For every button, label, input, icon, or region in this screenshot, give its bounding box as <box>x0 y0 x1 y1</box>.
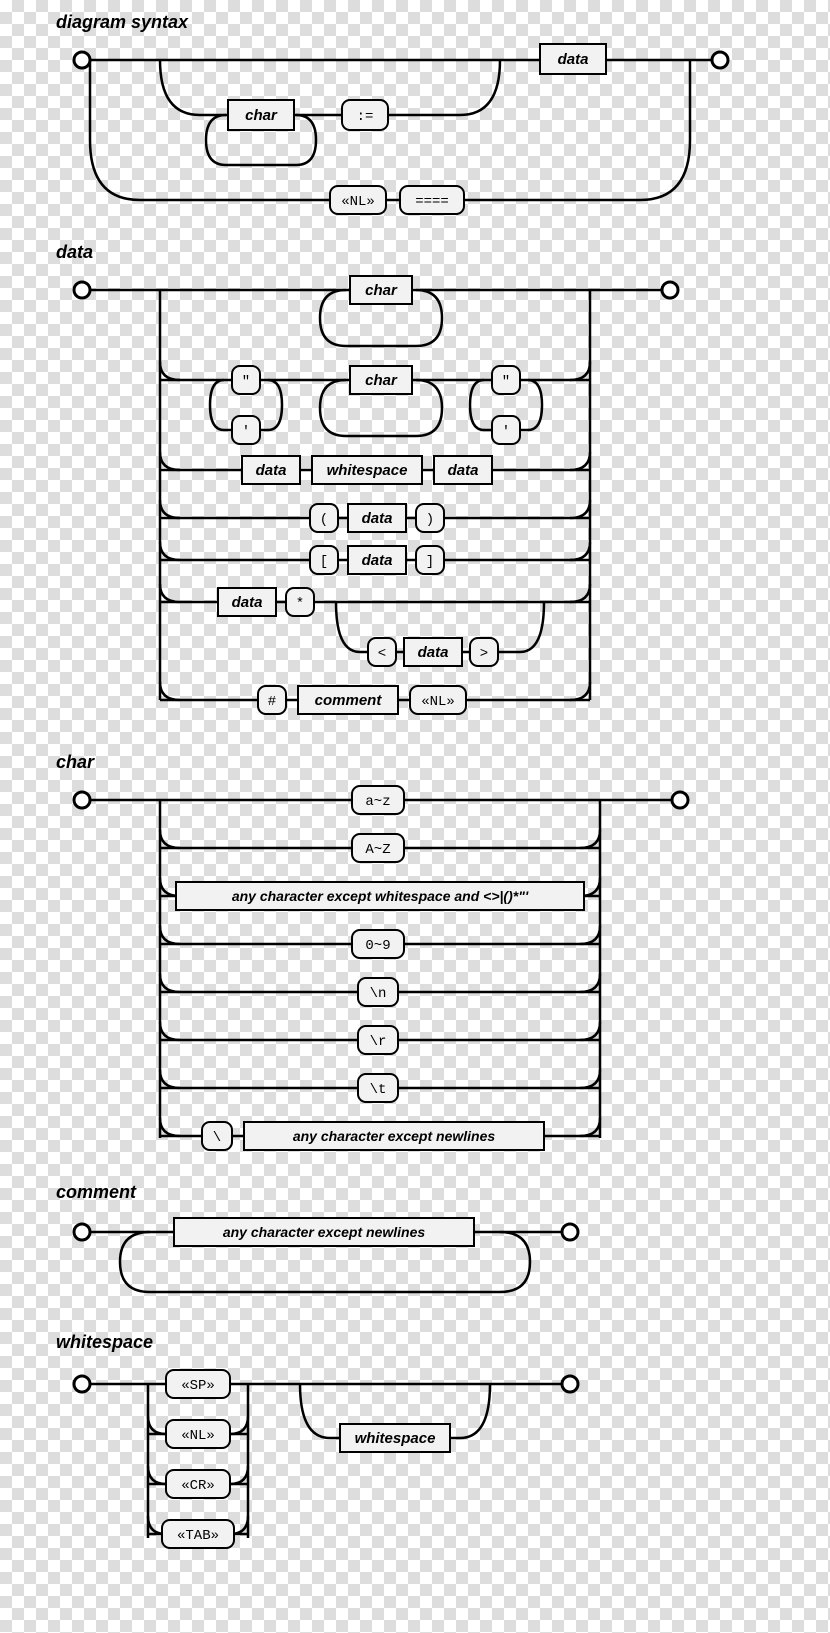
start-dot <box>74 282 90 298</box>
label-char: char <box>245 107 278 124</box>
label-nl: «NL» <box>341 194 375 210</box>
rule-char: char a~z A~Z any character except whites… <box>56 752 688 1150</box>
svg-text:(: ( <box>320 512 328 528</box>
svg-text:«CR»: «CR» <box>181 1478 215 1494</box>
railroad-diagram: diagram syntax data char := «NL» ==== da… <box>0 0 830 1633</box>
svg-text:whitespace: whitespace <box>355 1430 436 1447</box>
svg-text:<: < <box>378 646 386 662</box>
svg-text:data: data <box>418 644 449 661</box>
svg-text:any character except newlines: any character except newlines <box>293 1128 496 1144</box>
svg-text:any character except newlines: any character except newlines <box>223 1224 426 1240</box>
svg-text:comment: comment <box>315 692 383 709</box>
rule-title: diagram syntax <box>56 12 189 32</box>
svg-text:]: ] <box>426 554 434 570</box>
svg-text:a~z: a~z <box>365 794 390 810</box>
svg-text:comment: comment <box>56 1182 137 1202</box>
svg-text:": " <box>242 374 250 390</box>
svg-text:*: * <box>296 596 304 612</box>
end-dot <box>662 282 678 298</box>
rule-diagram-syntax: diagram syntax data char := «NL» ==== <box>56 12 728 214</box>
svg-text:[: [ <box>320 554 328 570</box>
rule-comment: comment any character except newlines <box>56 1182 578 1292</box>
svg-text:\n: \n <box>370 986 387 1002</box>
svg-text:«NL»: «NL» <box>421 694 455 710</box>
outer-loop <box>90 60 690 200</box>
svg-text:": " <box>502 374 510 390</box>
svg-text:whitespace: whitespace <box>327 462 408 479</box>
end-dot <box>712 52 728 68</box>
svg-text:data: data <box>362 510 393 527</box>
svg-text:': ' <box>502 424 510 440</box>
svg-text:data: data <box>232 594 263 611</box>
svg-text:\t: \t <box>370 1082 387 1098</box>
svg-text:«SP»: «SP» <box>181 1378 215 1394</box>
svg-text:«NL»: «NL» <box>181 1428 215 1444</box>
svg-text:char: char <box>56 752 95 772</box>
svg-text:A~Z: A~Z <box>365 842 390 858</box>
svg-text:': ' <box>242 424 250 440</box>
svg-text:char: char <box>365 282 398 299</box>
svg-text:\r: \r <box>370 1034 387 1050</box>
svg-text:any character except whitespac: any character except whitespace and <>|(… <box>232 888 529 904</box>
label-data: data <box>558 51 589 68</box>
start-dot <box>74 52 90 68</box>
svg-text:): ) <box>426 512 434 528</box>
svg-text:char: char <box>365 372 398 389</box>
svg-text:0~9: 0~9 <box>365 938 390 954</box>
svg-text:>: > <box>480 646 488 662</box>
svg-text:whitespace: whitespace <box>56 1332 153 1352</box>
svg-text:\: \ <box>213 1130 221 1146</box>
svg-text:data: data <box>448 462 479 479</box>
svg-text:«TAB»: «TAB» <box>177 1528 219 1544</box>
svg-text:data: data <box>256 462 287 479</box>
rule-data: data char " ' char " ' data whitespace d… <box>56 242 678 714</box>
label-eq: ==== <box>415 194 449 210</box>
svg-text:data: data <box>362 552 393 569</box>
rule-whitespace: whitespace «SP» «NL» «CR» «TAB» whitespa… <box>56 1332 578 1548</box>
svg-text:#: # <box>268 694 276 710</box>
label-assign: := <box>357 109 374 125</box>
rule-title: data <box>56 242 93 262</box>
